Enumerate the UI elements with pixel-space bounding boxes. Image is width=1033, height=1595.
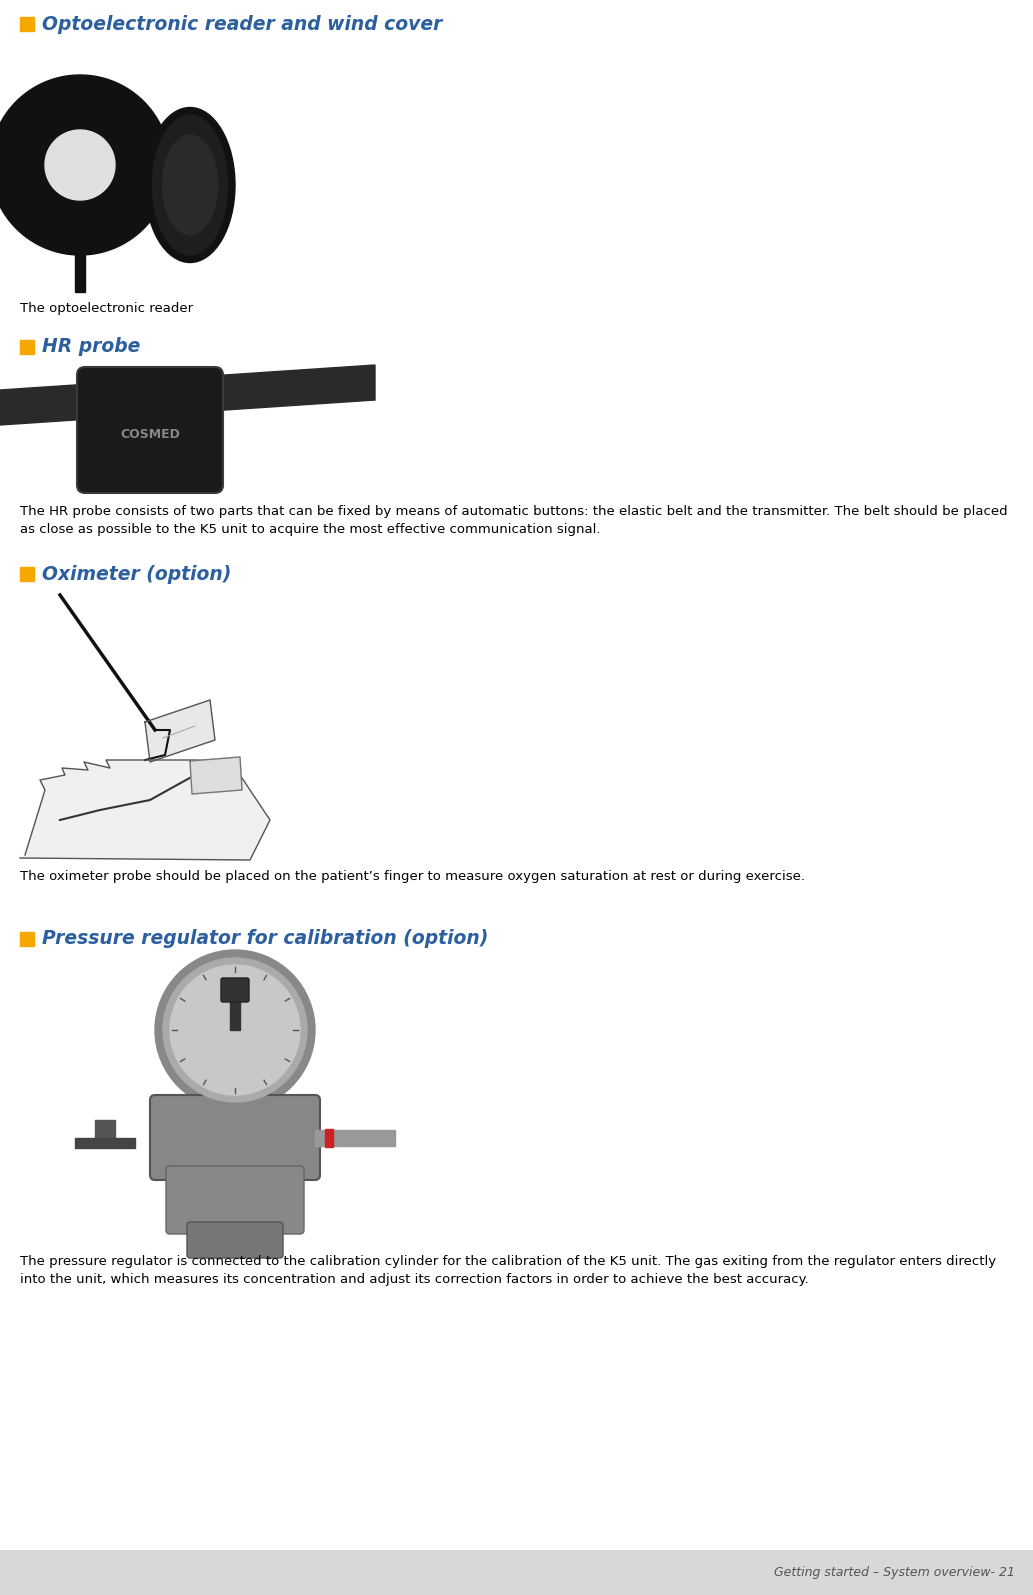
Circle shape <box>163 959 307 1102</box>
FancyBboxPatch shape <box>166 1166 304 1235</box>
Text: Getting started – System overview- 21: Getting started – System overview- 21 <box>774 1566 1015 1579</box>
Text: The optoelectronic reader: The optoelectronic reader <box>20 301 193 314</box>
Bar <box>20 566 34 581</box>
Text: HR probe: HR probe <box>42 338 140 357</box>
Text: The oximeter probe should be placed on the patient’s finger to measure oxygen sa: The oximeter probe should be placed on t… <box>20 869 805 884</box>
Ellipse shape <box>145 107 234 263</box>
Ellipse shape <box>153 115 227 255</box>
Polygon shape <box>315 1129 395 1145</box>
Polygon shape <box>95 1120 115 1145</box>
Text: as close as possible to the K5 unit to acquire the most effective communication : as close as possible to the K5 unit to a… <box>20 523 600 536</box>
Polygon shape <box>230 1000 240 1030</box>
FancyBboxPatch shape <box>187 1222 283 1258</box>
Polygon shape <box>75 250 85 292</box>
Polygon shape <box>0 75 170 255</box>
FancyBboxPatch shape <box>150 1096 320 1180</box>
Text: Oximeter (option): Oximeter (option) <box>42 565 231 584</box>
Text: COSMED: COSMED <box>120 429 180 442</box>
Circle shape <box>155 951 315 1110</box>
Bar <box>20 340 34 354</box>
Text: Pressure regulator for calibration (option): Pressure regulator for calibration (opti… <box>42 930 489 949</box>
FancyBboxPatch shape <box>77 367 223 493</box>
Text: The HR probe consists of two parts that can be fixed by means of automatic butto: The HR probe consists of two parts that … <box>20 506 1007 518</box>
Text: into the unit, which measures its concentration and adjust its correction factor: into the unit, which measures its concen… <box>20 1273 809 1286</box>
Ellipse shape <box>162 136 218 234</box>
Polygon shape <box>190 758 242 794</box>
Text: The pressure regulator is connected to the calibration cylinder for the calibrat: The pressure regulator is connected to t… <box>20 1255 996 1268</box>
Circle shape <box>170 965 300 1096</box>
Bar <box>20 18 34 30</box>
Bar <box>20 931 34 946</box>
Text: Optoelectronic reader and wind cover: Optoelectronic reader and wind cover <box>42 14 442 33</box>
Polygon shape <box>145 700 215 762</box>
Polygon shape <box>45 131 115 199</box>
Polygon shape <box>0 365 375 424</box>
Polygon shape <box>325 1129 333 1147</box>
FancyBboxPatch shape <box>221 978 249 1002</box>
Polygon shape <box>20 759 270 860</box>
Bar <box>0 1550 1033 1595</box>
Polygon shape <box>75 1137 135 1148</box>
